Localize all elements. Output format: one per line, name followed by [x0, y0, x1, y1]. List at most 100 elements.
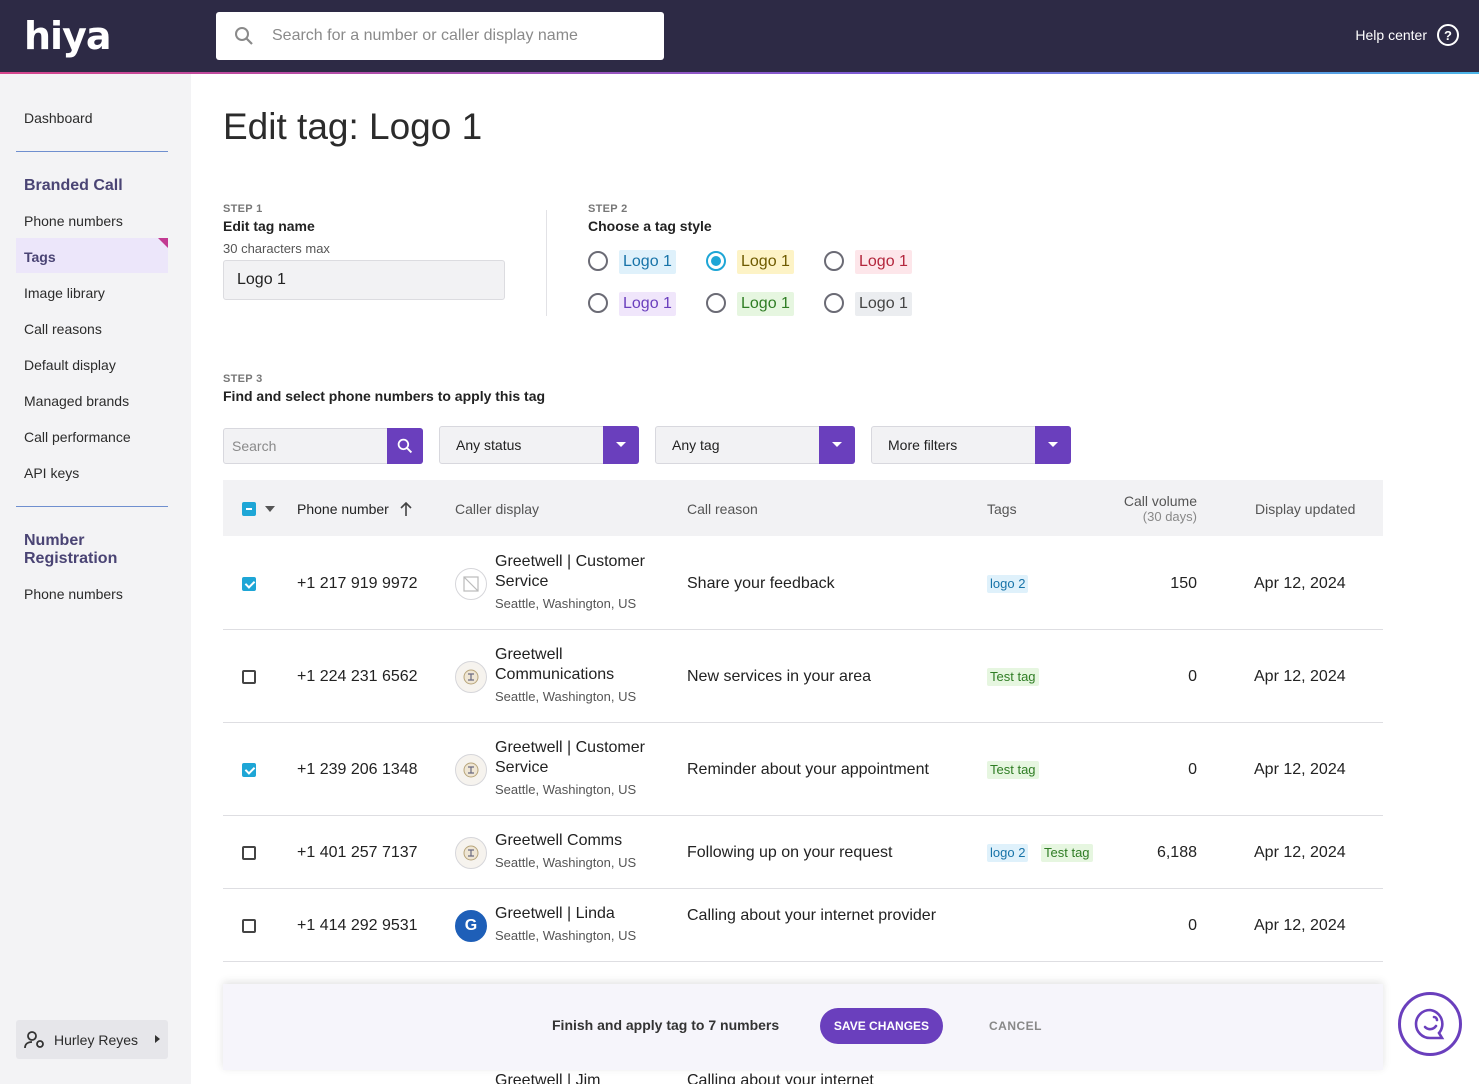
row-checkbox[interactable] [242, 669, 256, 684]
caller-name: Greetwell | Customer Service [495, 553, 645, 590]
sidebar-item-image-library[interactable]: Image library [24, 285, 105, 301]
table-search-input[interactable] [224, 429, 388, 463]
chevron-down-icon[interactable] [819, 426, 855, 464]
tag-style-radio[interactable] [824, 251, 844, 271]
tag-style-preview[interactable]: Logo 1 [855, 292, 912, 316]
company-emblem-icon [455, 753, 487, 786]
no-image-icon [455, 567, 487, 600]
sidebar-item-registration-phone-numbers[interactable]: Phone numbers [24, 586, 123, 602]
sidebar-item-tags[interactable]: Tags [24, 249, 56, 265]
caller-name: Greetwell | Customer Service [495, 739, 645, 776]
table-search-button[interactable] [387, 428, 423, 464]
user-name: Hurley Reyes [54, 1031, 139, 1048]
tag-style-radio[interactable] [588, 251, 608, 271]
caller-location: Seattle, Washington, US [495, 928, 637, 943]
select-all-checkbox[interactable] [242, 502, 256, 516]
step1-title: Edit tag name [223, 218, 315, 234]
step3-label: STEP 3 [223, 373, 263, 385]
sidebar-item-api-keys[interactable]: API keys [24, 465, 80, 481]
cancel-button[interactable]: CANCEL [989, 1019, 1042, 1033]
row-checkbox[interactable] [242, 918, 256, 933]
call-reason: Calling about your internet [687, 1072, 874, 1084]
table-row[interactable]: +1 239 206 1348 Greetwell | Customer Serv… [223, 723, 1383, 816]
table-row[interactable]: +1 224 231 6562 Greetwell Communications S… [223, 630, 1383, 723]
table-search[interactable] [223, 428, 423, 464]
help-center-link[interactable]: Help center ? [1355, 24, 1459, 46]
call-reason: Reminder about your appointment [687, 760, 929, 778]
call-reason: Calling about your internet provider [687, 906, 937, 924]
header-call-volume-sub: (30 days) [1142, 509, 1197, 524]
phone-number: +1 414 292 9531 [297, 916, 418, 934]
top-bar: hiya Help center ? [0, 0, 1479, 72]
tag-filter-value: Any tag [672, 437, 720, 453]
caller-name: Greetwell Communications [495, 646, 615, 683]
page-title: Edit tag: Logo 1 [223, 106, 483, 147]
sidebar-item-phone-numbers[interactable]: Phone numbers [24, 213, 123, 229]
tag-style-preview[interactable]: Logo 1 [619, 292, 676, 316]
sidebar-section-branded-call: Branded Call [24, 177, 123, 194]
table-row[interactable]: +1 217 919 9972 Greetwell | Customer Serv… [223, 537, 1383, 630]
search-icon [397, 438, 413, 454]
status-filter-value: Any status [456, 437, 522, 453]
tag-style-radio[interactable] [824, 293, 844, 313]
global-search[interactable] [216, 12, 664, 60]
tag-filter-dropdown[interactable]: Any tag [655, 426, 855, 464]
more-filters-value: More filters [888, 437, 958, 453]
caller-name: Greetwell Comms [495, 832, 623, 849]
table-row[interactable]: +1 414 292 9531 G Greetwell | Linda Seattle… [223, 889, 1383, 962]
sort-arrow-up-icon[interactable] [400, 502, 412, 516]
call-volume: 0 [1188, 916, 1197, 934]
display-updated-date: Apr 12, 2024 [1254, 667, 1346, 685]
company-emblem-icon [455, 660, 487, 693]
apply-action-bar: Finish and apply tag to 7 numbers SAVE C… [223, 984, 1383, 1070]
header-display-updated: Display updated [1255, 501, 1356, 517]
header-tags: Tags [987, 501, 1017, 517]
tag-style-radio[interactable] [706, 251, 726, 271]
tag-name-input[interactable] [223, 260, 505, 300]
sidebar-item-managed-brands[interactable]: Managed brands [24, 393, 130, 409]
sidebar-item-dashboard[interactable]: Dashboard [24, 110, 93, 126]
sidebar-item-call-reasons[interactable]: Call reasons [24, 321, 102, 337]
header-accent-line [0, 72, 1479, 74]
help-center-label: Help center [1355, 27, 1427, 43]
display-updated-date: Apr 12, 2024 [1254, 843, 1346, 861]
call-volume: 150 [1170, 574, 1197, 592]
chevron-down-icon[interactable] [603, 426, 639, 464]
tag-style-preview[interactable]: Logo 1 [737, 250, 794, 274]
more-filters-dropdown[interactable]: More filters [871, 426, 1071, 464]
row-checkbox[interactable] [242, 762, 256, 777]
header-phone-number[interactable]: Phone number [297, 501, 389, 517]
tag-style-preview[interactable]: Logo 1 [619, 250, 676, 274]
tag-name-hint: 30 characters max [223, 241, 330, 256]
chevron-down-icon[interactable] [265, 506, 275, 512]
sidebar-divider [16, 151, 168, 152]
hiya-logo[interactable]: hiya [24, 14, 111, 58]
step2-label: STEP 2 [588, 203, 628, 215]
status-filter-dropdown[interactable]: Any status [439, 426, 639, 464]
global-search-input[interactable] [272, 12, 652, 60]
caller-name: Greetwell | Linda [495, 905, 615, 922]
call-volume: 0 [1188, 760, 1197, 778]
row-checkbox[interactable] [242, 845, 256, 860]
step-divider [546, 210, 547, 316]
save-changes-button[interactable]: SAVE CHANGES [820, 1008, 943, 1044]
tag-style-preview[interactable]: Logo 1 [855, 250, 912, 274]
header-call-volume: Call volume (30 days) [1124, 493, 1197, 525]
header-caller-display: Caller display [455, 501, 540, 517]
table-row[interactable]: +1 401 257 7137 Greetwell Comms Seattle, W… [223, 816, 1383, 889]
sidebar-item-call-performance[interactable]: Call performance [24, 429, 131, 445]
tag-chip: logo 2 [987, 574, 1029, 593]
chevron-down-icon[interactable] [1035, 426, 1071, 464]
tag-chip: Test tag [987, 667, 1039, 686]
tag-style-radio[interactable] [588, 293, 608, 313]
sidebar-divider [16, 506, 168, 507]
tag-style-preview[interactable]: Logo 1 [737, 292, 794, 316]
tag-style-radio[interactable] [706, 293, 726, 313]
phone-number: +1 401 257 7137 [297, 843, 418, 861]
sidebar-item-default-display[interactable]: Default display [24, 357, 116, 373]
tag-chip: Test tag [1041, 843, 1093, 862]
phone-number: +1 217 919 9972 [297, 574, 418, 592]
user-menu[interactable]: Hurley Reyes [16, 1020, 168, 1059]
chat-support-button[interactable] [1398, 992, 1462, 1056]
row-checkbox[interactable] [242, 576, 256, 591]
